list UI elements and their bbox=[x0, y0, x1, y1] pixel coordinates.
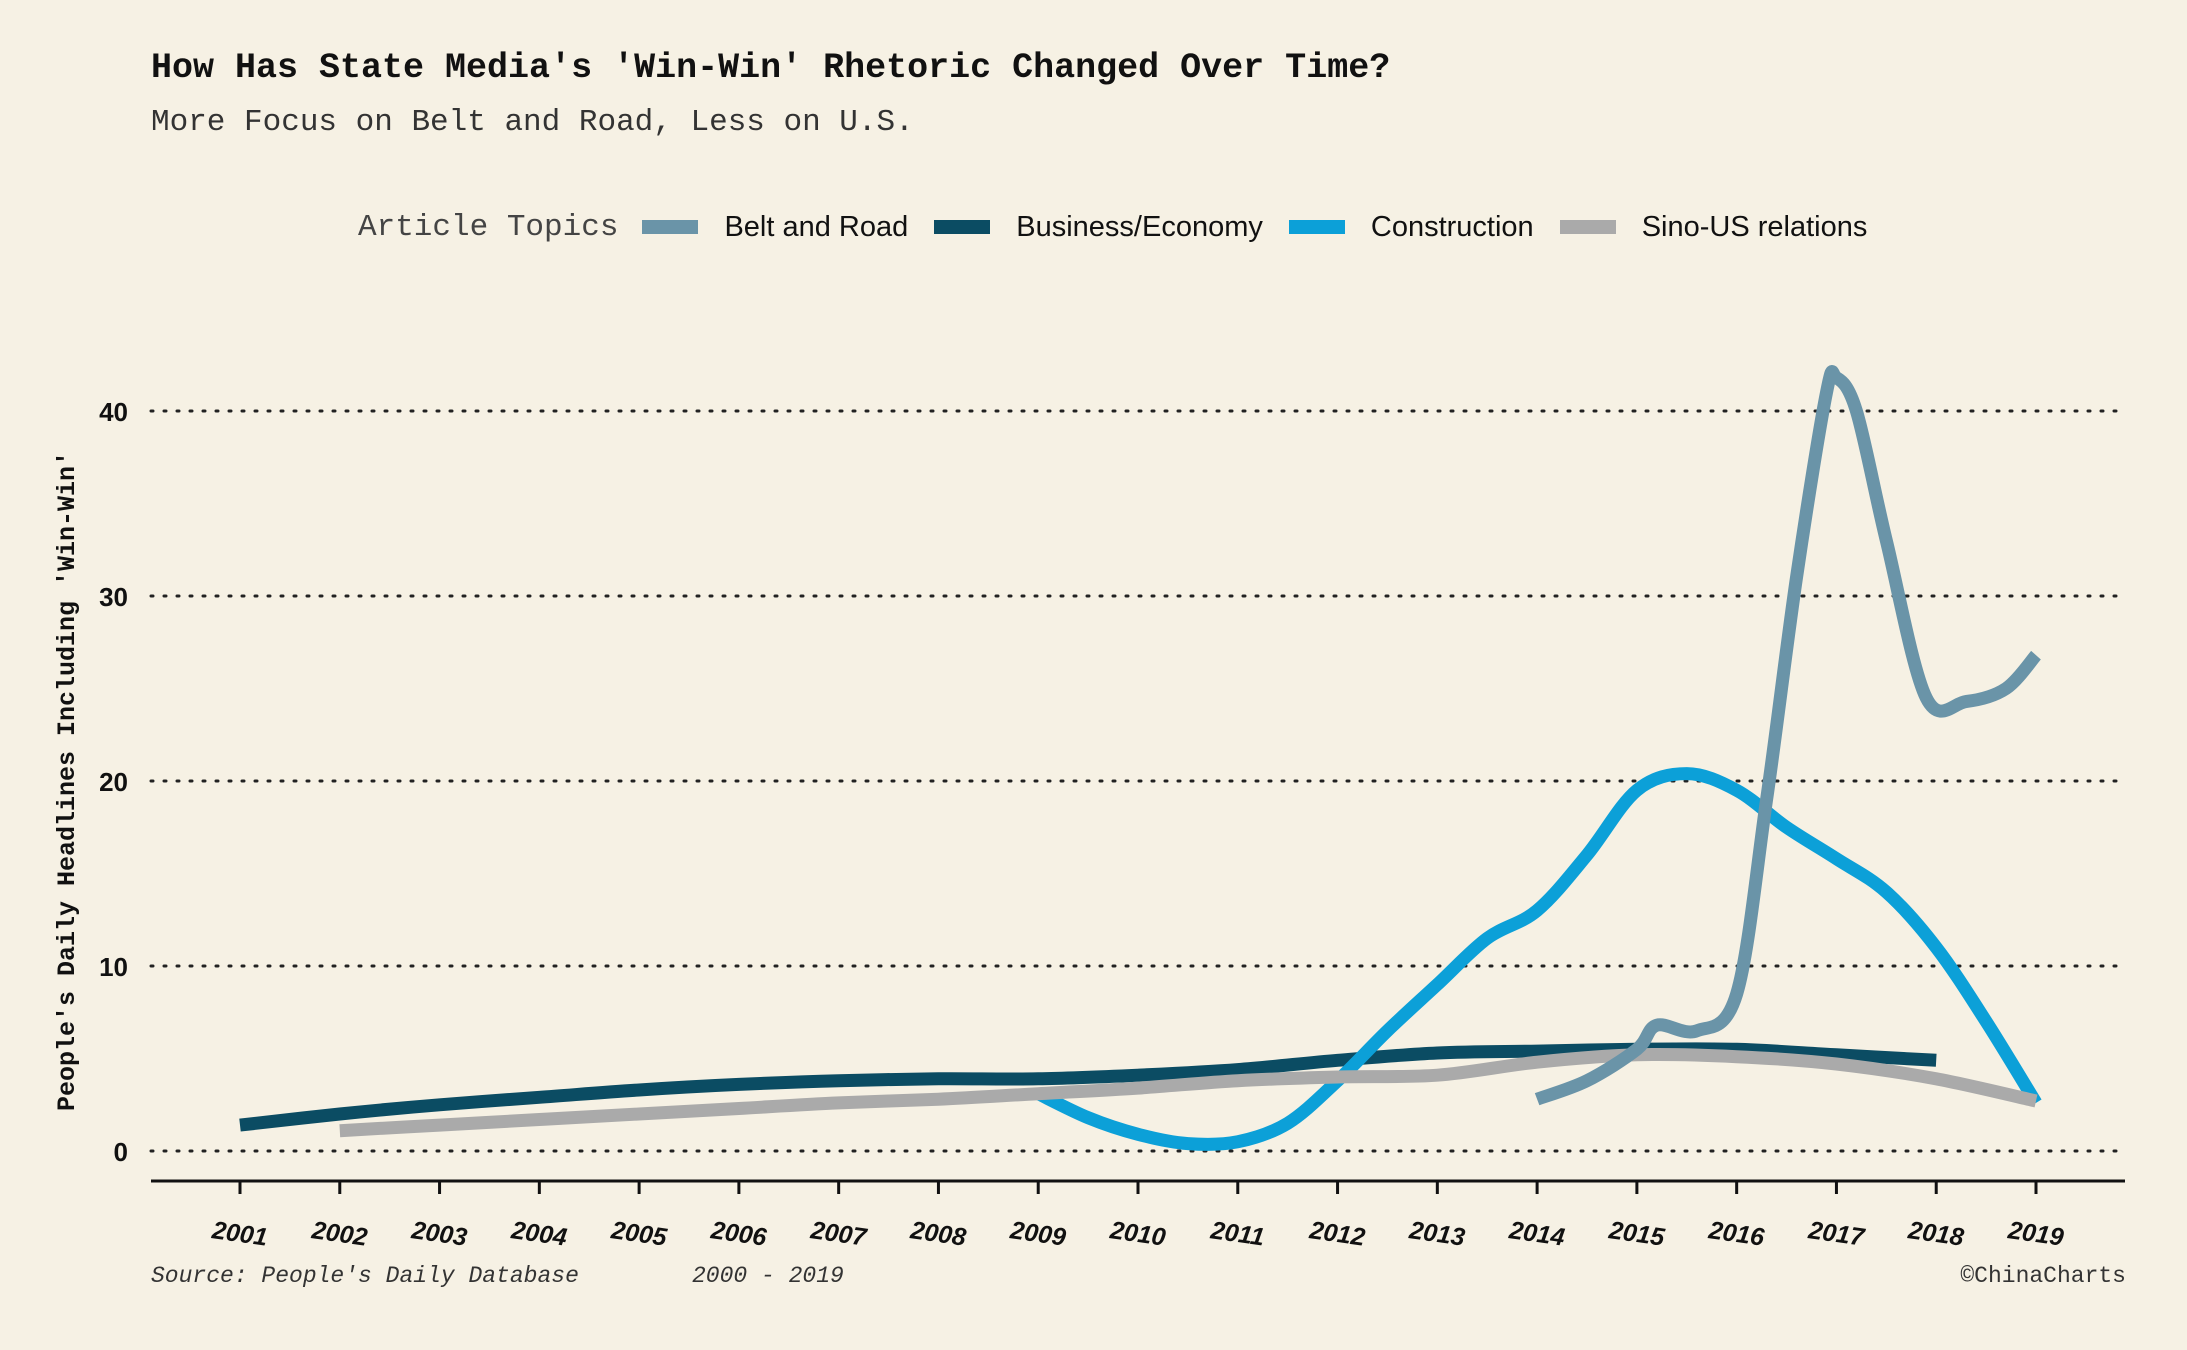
legend-swatch bbox=[1559, 220, 1616, 234]
legend-item-belt-and-road: Belt and Road bbox=[642, 211, 908, 244]
chart-subtitle: More Focus on Belt and Road, Less on U.S… bbox=[151, 105, 914, 140]
legend-label: Sino-US relations bbox=[1641, 210, 1868, 243]
x-tick-label: 2004 bbox=[509, 1216, 569, 1252]
x-tick-label: 2003 bbox=[409, 1216, 469, 1252]
x-tick-label: 2014 bbox=[1506, 1216, 1566, 1252]
y-axis-title: People's Daily Headlines Including 'Win-… bbox=[53, 451, 82, 1111]
y-tick-label: 30 bbox=[99, 582, 128, 612]
x-tick-label: 2016 bbox=[1706, 1216, 1767, 1252]
legend: Article Topics Belt and Road Business/Ec… bbox=[358, 207, 1893, 247]
y-tick-label: 10 bbox=[99, 952, 128, 982]
date-range: 2000 - 2019 bbox=[692, 1263, 844, 1289]
x-tick-label: 2007 bbox=[808, 1216, 869, 1252]
legend-swatch bbox=[1288, 220, 1345, 234]
chart-title: How Has State Media's 'Win-Win' Rhetoric… bbox=[151, 48, 1391, 88]
x-tick-label: 2018 bbox=[1906, 1216, 1966, 1252]
legend-label: Business/Economy bbox=[1016, 210, 1263, 243]
x-tick-label: 2013 bbox=[1407, 1216, 1467, 1252]
y-tick-label: 20 bbox=[99, 767, 128, 797]
x-tick-label: 2006 bbox=[708, 1216, 769, 1252]
x-tick-label: 2005 bbox=[608, 1216, 669, 1252]
series-line-belt-and-road bbox=[1534, 364, 2042, 1106]
series-line-sino-us-relations bbox=[339, 1047, 2038, 1138]
x-tick-label: 2017 bbox=[1806, 1216, 1867, 1252]
legend-swatch bbox=[642, 220, 699, 234]
y-tick-label: 0 bbox=[114, 1137, 128, 1167]
y-tick-label: 40 bbox=[99, 397, 128, 427]
series-line-construction bbox=[1035, 767, 2042, 1151]
legend-label: Construction bbox=[1370, 210, 1534, 243]
x-tick-label: 2012 bbox=[1307, 1216, 1367, 1252]
legend-label: Belt and Road bbox=[724, 210, 909, 243]
legend-swatch bbox=[934, 220, 991, 234]
source-note: Source: People's Daily Database bbox=[151, 1263, 579, 1289]
x-tick-label: 2001 bbox=[209, 1216, 269, 1252]
legend-title: Article Topics bbox=[358, 209, 619, 245]
x-tick-label: 2002 bbox=[309, 1216, 369, 1252]
x-tick-label: 2019 bbox=[2005, 1216, 2065, 1252]
x-tick-label: 2008 bbox=[908, 1216, 968, 1252]
x-tick-label: 2015 bbox=[1606, 1216, 1667, 1252]
x-tick-label: 2009 bbox=[1008, 1216, 1068, 1252]
x-tick-label: 2010 bbox=[1107, 1216, 1167, 1252]
x-tick-label: 2011 bbox=[1208, 1216, 1266, 1251]
legend-item-sino-us-relations: Sino-US relations bbox=[1559, 210, 1868, 244]
credit: ©ChinaCharts bbox=[1960, 1263, 2126, 1289]
legend-item-construction: Construction bbox=[1288, 210, 1534, 244]
legend-item-business-economy: Business/Economy bbox=[934, 211, 1263, 244]
